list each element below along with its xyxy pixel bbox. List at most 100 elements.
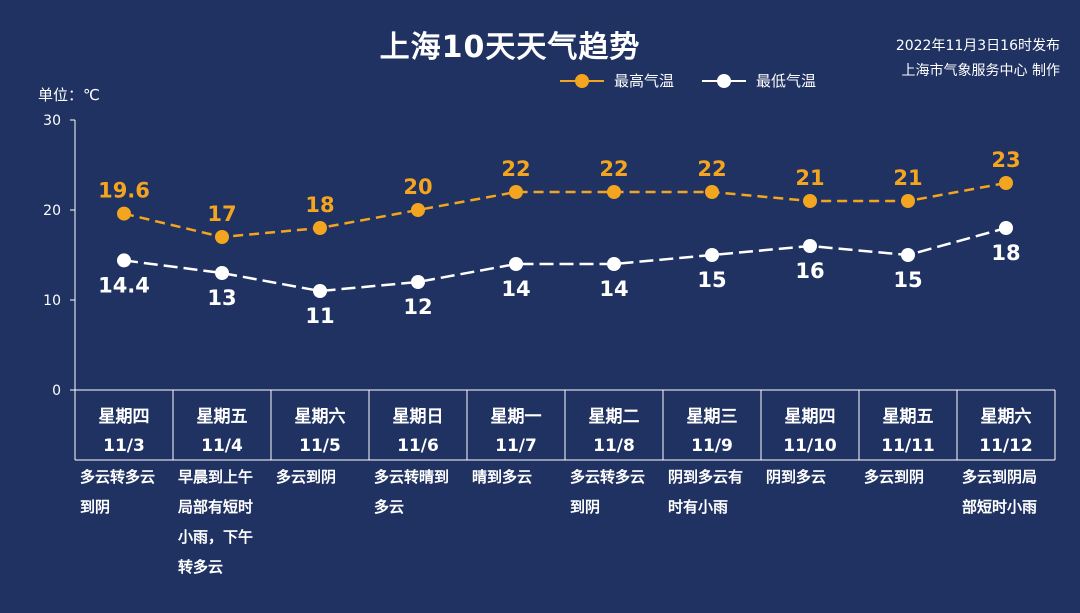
weather-description: 多云到阴 bbox=[276, 462, 368, 492]
y-tick-label: 30 bbox=[43, 113, 61, 129]
data-label-low: 14 bbox=[599, 277, 628, 301]
weather-description-line: 阴到多云有 bbox=[668, 468, 744, 486]
date-label: 11/7 bbox=[495, 436, 537, 456]
data-label-low: 11 bbox=[305, 304, 334, 328]
point-high bbox=[411, 203, 425, 217]
date-label: 11/11 bbox=[881, 436, 935, 456]
series-line-low bbox=[123, 226, 1007, 293]
data-label-high: 19.6 bbox=[98, 179, 150, 203]
weather-description-line: 多云转多云 bbox=[570, 468, 646, 486]
data-label-high: 21 bbox=[893, 166, 922, 190]
series-line-high bbox=[123, 181, 1007, 239]
weekday-label: 星期五 bbox=[883, 407, 934, 427]
weather-description: 多云转多云 到阴 bbox=[570, 462, 662, 522]
point-low bbox=[411, 275, 425, 289]
weather-description-line: 阴到多云 bbox=[766, 468, 827, 486]
weather-description-line: 局部有短时 bbox=[178, 498, 254, 516]
weekday-label: 星期五 bbox=[197, 407, 248, 427]
data-label-low: 14 bbox=[501, 277, 530, 301]
point-low bbox=[607, 257, 621, 271]
weather-description: 晴到多云 bbox=[472, 462, 564, 492]
data-label-high: 21 bbox=[795, 166, 824, 190]
date-label: 11/9 bbox=[691, 436, 733, 456]
weather-description: 多云转多云 到阴 bbox=[80, 462, 172, 522]
publish-info: 2022年11月3日16时发布 上海市气象服务中心 制作 bbox=[896, 34, 1060, 84]
weather-description-line: 时有小雨 bbox=[668, 498, 729, 516]
legend-swatch-high bbox=[560, 71, 604, 91]
point-low bbox=[803, 239, 817, 253]
weekday-label: 星期三 bbox=[687, 407, 738, 427]
data-label-high: 20 bbox=[403, 175, 432, 199]
weather-description-line: 多云转多云 bbox=[80, 468, 156, 486]
y-tick-label: 10 bbox=[43, 293, 61, 309]
point-low bbox=[509, 257, 523, 271]
legend-item-low: 最低气温 bbox=[702, 70, 816, 91]
data-label-low: 15 bbox=[697, 268, 726, 292]
weather-description-line: 早晨到上午 bbox=[178, 468, 254, 486]
point-high bbox=[803, 194, 817, 208]
point-high bbox=[509, 185, 523, 199]
date-label: 11/10 bbox=[783, 436, 837, 456]
date-label: 11/12 bbox=[979, 436, 1033, 456]
date-label: 11/6 bbox=[397, 436, 439, 456]
legend-item-high: 最高气温 bbox=[560, 70, 674, 91]
legend: 最高气温 最低气温 bbox=[560, 70, 816, 91]
weekday-label: 星期日 bbox=[393, 407, 444, 427]
legend-swatch-low bbox=[702, 71, 747, 91]
weather-description-line: 多云到阴 bbox=[276, 468, 337, 486]
point-high bbox=[607, 185, 621, 199]
publish-time: 2022年11月3日16时发布 bbox=[895, 38, 1060, 54]
y-tick-label: 20 bbox=[43, 203, 61, 219]
weather-description-line: 多云 bbox=[374, 498, 405, 516]
weather-description: 多云到阴 bbox=[864, 462, 956, 492]
date-label: 11/5 bbox=[299, 436, 341, 456]
weekday-label: 星期四 bbox=[99, 407, 150, 427]
point-high bbox=[705, 185, 719, 199]
data-label-low: 18 bbox=[991, 241, 1020, 265]
weekday-label: 星期六 bbox=[981, 406, 1032, 427]
publisher: 上海市气象服务中心 制作 bbox=[901, 63, 1060, 79]
data-label-high: 23 bbox=[991, 148, 1020, 172]
point-low bbox=[215, 266, 229, 280]
point-high bbox=[901, 194, 915, 208]
data-label-low: 13 bbox=[207, 286, 236, 310]
point-high bbox=[117, 206, 131, 221]
data-label-high: 22 bbox=[697, 157, 726, 181]
weather-description: 早晨到上午局部有短时小雨，下午转多云 bbox=[178, 462, 270, 582]
date-label: 11/8 bbox=[593, 436, 635, 456]
weather-description-line: 多云到阴 bbox=[864, 468, 925, 486]
weather-description-line: 多云转晴到 bbox=[374, 468, 450, 486]
point-low bbox=[117, 253, 131, 268]
data-label-low: 14.4 bbox=[98, 273, 150, 297]
weather-description-line: 多云到阴局 bbox=[962, 468, 1038, 486]
weather-description: 多云到阴局部短时小雨 bbox=[962, 462, 1054, 522]
data-label-low: 16 bbox=[795, 259, 824, 283]
data-label-low: 12 bbox=[403, 295, 432, 319]
legend-label-low: 最低气温 bbox=[756, 72, 817, 90]
weather-description-line: 晴到多云 bbox=[472, 468, 533, 486]
data-label-high: 18 bbox=[305, 193, 334, 217]
weather-description-line: 到阴 bbox=[570, 498, 601, 516]
point-high bbox=[313, 221, 327, 235]
data-label-high: 22 bbox=[501, 157, 530, 181]
unit-label: 单位：℃ bbox=[38, 86, 100, 104]
weather-description-line: 小雨，下午 bbox=[178, 528, 254, 546]
weather-description: 阴到多云 bbox=[766, 462, 858, 492]
y-tick-label: 0 bbox=[52, 383, 61, 399]
weather-description: 阴到多云有 时有小雨 bbox=[668, 462, 760, 522]
point-low bbox=[705, 248, 719, 262]
date-label: 11/3 bbox=[103, 436, 145, 456]
date-label: 11/4 bbox=[201, 436, 243, 456]
weather-description-line: 转多云 bbox=[178, 558, 224, 576]
weekday-label: 星期二 bbox=[589, 407, 640, 427]
weather-description-line: 到阴 bbox=[80, 498, 111, 516]
data-label-low: 15 bbox=[893, 268, 922, 292]
weekday-label: 星期六 bbox=[295, 406, 346, 427]
point-low bbox=[901, 248, 915, 262]
weekday-label: 星期一 bbox=[491, 407, 542, 427]
data-label-high: 22 bbox=[599, 157, 628, 181]
chart-title: 上海10天天气趋势 bbox=[379, 30, 641, 65]
weather-description-line: 部短时小雨 bbox=[962, 498, 1038, 516]
point-high bbox=[999, 176, 1013, 190]
